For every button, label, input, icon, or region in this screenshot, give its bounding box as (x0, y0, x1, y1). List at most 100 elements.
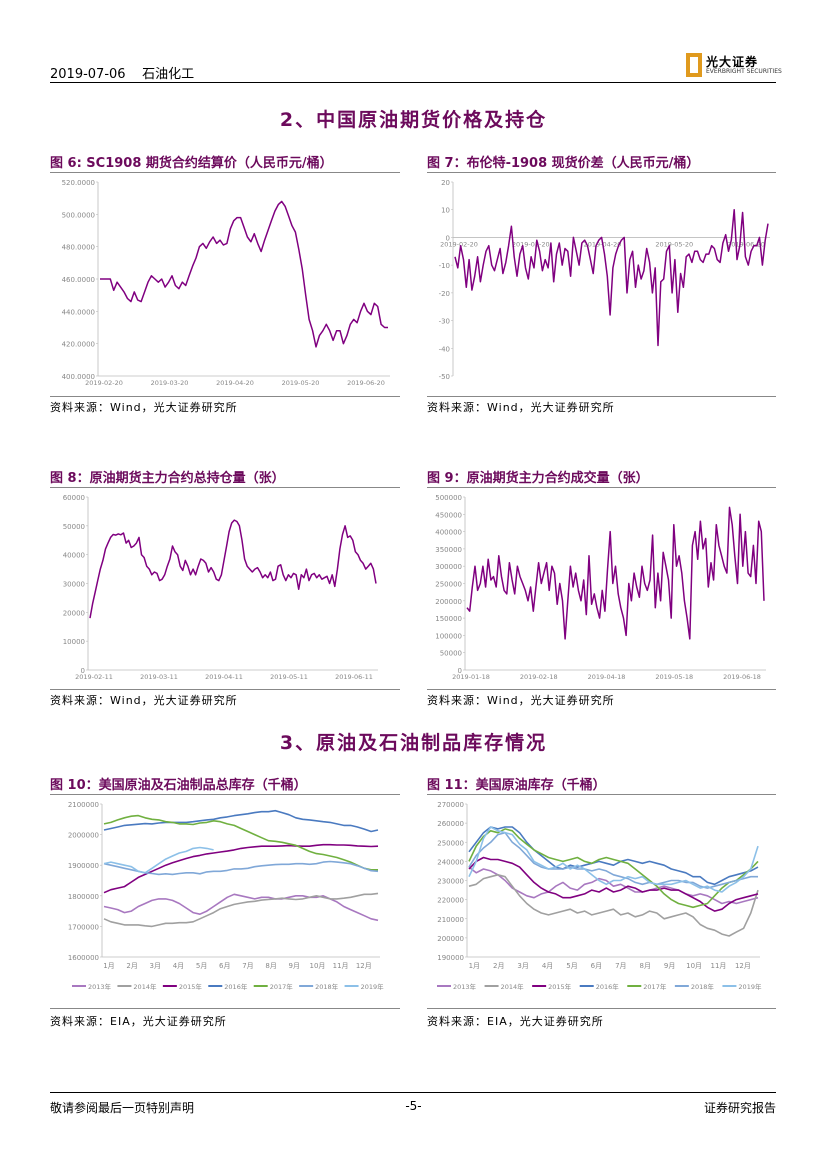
x-tick-label: 2019-02-18 (520, 673, 558, 681)
y-tick-label: 150000 (435, 615, 462, 623)
figure-10-bottom-rule (50, 1008, 400, 1009)
x-category-label: 4月 (542, 962, 553, 970)
series-line-fig6 (100, 200, 388, 348)
x-tick-label: 2019-04-11 (205, 673, 243, 681)
series-line-2019年 (468, 826, 759, 893)
x-category-label: 9月 (289, 962, 300, 970)
y-tick-label: 400.0000 (62, 373, 95, 381)
header-divider (50, 82, 776, 83)
figure-7-chart: 20 10 0 -10 -20 -30 -40 -50 2019-02-20 2019-03-20… (439, 179, 770, 381)
y-tick-label: 250000 (435, 581, 462, 589)
footer-page-number: -5- (405, 1099, 422, 1113)
legend-label: 2015年 (179, 982, 203, 991)
y-tick-label: 50000 (440, 650, 462, 658)
x-category-label: 12月 (735, 962, 751, 970)
figure-8-bottom-rule (50, 689, 400, 690)
x-category-label: 7月 (615, 962, 626, 970)
report-date-category: 2019-07-06 石油化工 (50, 63, 194, 82)
y-tick-label: 420.0000 (62, 341, 95, 349)
x-category-label: 2月 (493, 962, 504, 970)
x-tick-label: 2019-05-20 (282, 379, 320, 387)
figure-6-bottom-rule (50, 396, 400, 397)
figure-9-bottom-rule (427, 689, 776, 690)
x-tick-label: 2019-06-11 (335, 673, 373, 681)
y-tick-label: 210000 (437, 916, 464, 924)
figure-11-source: 资料来源：EIA，光大证券研究所 (427, 1015, 604, 1028)
x-category-label: 6月 (219, 962, 230, 970)
series-line-2019年 (103, 846, 214, 874)
x-tick-label: 2019-04-18 (588, 673, 626, 681)
series-line-2016年 (468, 826, 759, 886)
legend-label: 2016年 (596, 982, 620, 991)
series-line-2016年 (103, 809, 379, 833)
y-tick-label: 20 (441, 179, 450, 187)
x-category-label: 6月 (591, 962, 602, 970)
y-tick-label: 60000 (63, 494, 85, 502)
figure-10-top-rule (50, 794, 400, 795)
y-tick-label: 1800000 (68, 893, 99, 901)
figure-8-title: 图 8：原油期货主力合约总持仓量（张） (50, 471, 285, 486)
x-tick-label: 2019-03-20 (512, 240, 550, 248)
y-tick-label: 220000 (437, 897, 464, 905)
x-category-label: 3月 (150, 962, 161, 970)
y-tick-label: 480.0000 (62, 244, 95, 252)
y-tick-label: 230000 (437, 878, 464, 886)
figure-11-top-rule (427, 794, 776, 795)
y-tick-label: 300000 (435, 563, 462, 571)
figure-8-source: 资料来源：Wind，光大证券研究所 (50, 694, 238, 707)
legend-label: 2018年 (691, 982, 715, 991)
y-tick-label: 0 (458, 667, 462, 675)
series-line-2015年 (103, 843, 379, 894)
series-line-2018年 (103, 860, 379, 876)
figure-10-title: 图 10：美国原油及石油制品总库存（千桶） (50, 778, 307, 793)
logo-text-cn: 光大证券 (706, 55, 759, 69)
legend-label: 2015年 (548, 982, 572, 991)
y-tick-label: 1900000 (68, 862, 99, 870)
y-tick-label: 50000 (63, 523, 85, 531)
series-line-2013年 (103, 893, 379, 922)
y-tick-label: 0 (446, 234, 450, 242)
report-category: 石油化工 (142, 67, 195, 82)
x-category-label: 3月 (517, 962, 528, 970)
series-line-2017年 (103, 814, 378, 871)
figure-10-chart: 2100000 2000000 1900000 1800000 1700000 16000… (68, 801, 384, 991)
figure-6-chart: 520.0000 500.0000 480.0000 460.0000 440.0000… (62, 179, 390, 387)
x-tick-label: 2019-05-11 (270, 673, 308, 681)
y-tick-label: 0 (81, 667, 85, 675)
y-tick-label: -10 (439, 262, 450, 270)
y-tick-label: 20000 (63, 609, 85, 617)
legend-label: 2014年 (133, 982, 157, 991)
x-tick-label: 2019-06-18 (723, 673, 761, 681)
x-tick-label: 2019-03-20 (151, 379, 189, 387)
y-tick-label: 250000 (437, 839, 464, 847)
y-tick-label: 500.0000 (62, 211, 95, 219)
y-tick-label: 2100000 (68, 801, 99, 809)
figure-9-title: 图 9：原油期货主力合约成交量（张） (427, 471, 649, 486)
y-tick-label: 200000 (435, 598, 462, 606)
y-tick-label: 270000 (437, 801, 464, 809)
figure-11-bottom-rule (427, 1008, 776, 1009)
figure-9-chart: 5000004500004000003500003000002500002000… (435, 494, 766, 681)
x-category-label: 4月 (173, 962, 184, 970)
x-tick-label: 2019-02-20 (440, 240, 478, 248)
y-tick-label: 200000 (437, 935, 464, 943)
x-tick-label: 2019-05-18 (655, 673, 693, 681)
footer-divider (50, 1092, 776, 1093)
x-category-label: 1月 (469, 962, 480, 970)
y-tick-label: 500000 (435, 494, 462, 502)
y-tick-label: 1700000 (68, 923, 99, 931)
x-tick-label: 2019-03-11 (140, 673, 178, 681)
legend-label: 2017年 (643, 982, 667, 991)
y-tick-label: 520.0000 (62, 179, 95, 187)
legend-label: 2013年 (453, 982, 477, 991)
figure-9-source: 资料来源：Wind，光大证券研究所 (427, 694, 615, 707)
series-line-fig9 (466, 506, 765, 640)
series-line-2014年 (468, 874, 759, 937)
section-title-futures: 2、中国原油期货价格及持仓 (279, 109, 548, 131)
x-category-label: 5月 (566, 962, 577, 970)
y-tick-label: -20 (439, 290, 450, 298)
figure-8-chart: 60000 50000 40000 30000 20000 10000 02019-02-1… (63, 494, 378, 681)
series-line-2013年 (468, 866, 759, 905)
y-tick-label: -30 (439, 318, 450, 326)
legend-label: 2017年 (270, 982, 294, 991)
